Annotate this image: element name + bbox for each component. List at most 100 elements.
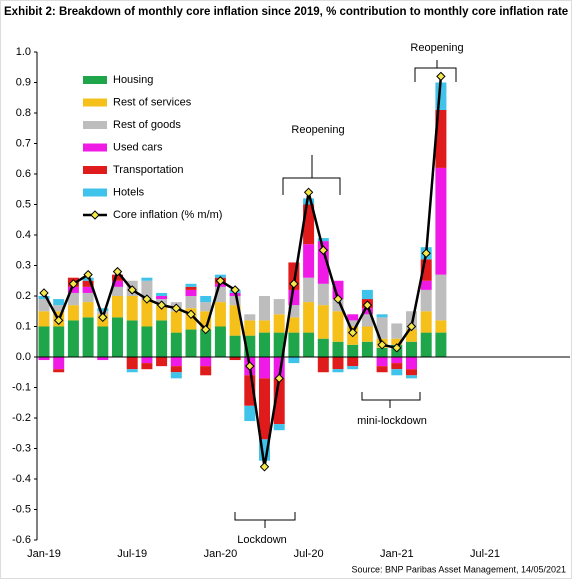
bar-segment <box>435 167 447 275</box>
bar-segment <box>170 332 182 357</box>
y-tick-label: 0.2 <box>16 290 31 302</box>
annotation: Reopening <box>410 42 463 54</box>
bar-segment <box>126 320 138 357</box>
bar-segment <box>170 372 182 379</box>
bar-segment <box>406 329 417 342</box>
bar-segment <box>435 274 447 321</box>
legend-label: Used cars <box>113 141 163 153</box>
bar-segment <box>229 357 241 361</box>
bar-segment <box>332 369 344 373</box>
x-tick-label: Jan-21 <box>380 548 414 560</box>
bar-segment <box>156 305 168 321</box>
y-tick-label: 0.1 <box>16 320 31 332</box>
bar-segment <box>67 305 79 321</box>
y-tick-label: 0.0 <box>16 351 31 363</box>
bar-segment <box>303 204 315 245</box>
core-marker <box>142 294 152 304</box>
y-tick-label: -0.2 <box>12 412 31 424</box>
bar-segment <box>347 314 359 321</box>
bar-segment <box>303 332 315 357</box>
y-tick-label: 0.3 <box>16 259 31 271</box>
bar-segment <box>406 369 417 376</box>
y-tick-label: 0.7 <box>16 137 31 149</box>
core-marker <box>259 462 270 472</box>
bar-segment <box>156 296 168 300</box>
bar-segment <box>214 302 226 327</box>
legend-label: Transportation <box>113 164 184 176</box>
core-marker <box>230 285 240 295</box>
bar-segment <box>347 366 359 370</box>
core-marker <box>98 312 108 323</box>
bar-segment <box>420 332 432 357</box>
bar-segment <box>435 109 447 168</box>
core-marker <box>303 187 314 198</box>
bar-segment <box>170 366 182 373</box>
bar-segment <box>317 238 329 242</box>
bar-segment <box>332 311 344 342</box>
bar-segment <box>141 299 153 327</box>
bar-segment <box>214 286 226 303</box>
bar-segment <box>376 366 388 373</box>
core-marker <box>274 373 284 384</box>
bar-segment <box>53 299 65 306</box>
bar-segment <box>317 283 329 306</box>
core-marker <box>347 327 358 338</box>
core-marker <box>68 279 79 289</box>
bar-segment <box>229 305 241 336</box>
core-marker <box>171 303 182 313</box>
bar-segment <box>361 314 373 327</box>
legend-label: Rest of goods <box>113 119 181 131</box>
bar-segment <box>273 424 285 431</box>
y-tick-label: -0.1 <box>12 381 31 393</box>
y-tick-label: 0.8 <box>16 107 31 119</box>
bar-segment <box>391 338 403 345</box>
bar-segment <box>391 369 403 376</box>
bar-segment <box>97 326 109 357</box>
legend-label: Housing <box>113 74 153 86</box>
bar-segment <box>376 347 388 357</box>
bar-segment <box>200 357 212 367</box>
bar-segment <box>273 378 285 425</box>
bar-segment <box>259 357 270 379</box>
bar-segment <box>303 198 315 205</box>
bar-segment <box>317 338 329 357</box>
bar-segment <box>273 299 285 315</box>
bar-segment <box>435 332 447 357</box>
bar-segment <box>420 289 432 312</box>
bar-segment <box>406 341 417 357</box>
bar-segment <box>259 332 270 357</box>
legend-swatch <box>83 98 107 107</box>
bar-segment <box>82 317 94 357</box>
bar-segment <box>391 363 403 370</box>
core-marker <box>127 285 137 295</box>
bar-segment <box>288 317 300 333</box>
annotation: mini-lockdown <box>357 415 427 427</box>
y-tick-label: 0.4 <box>16 229 31 241</box>
bar-segment <box>185 283 197 287</box>
bar-segment <box>259 296 270 321</box>
y-tick-label: 0.9 <box>16 76 31 88</box>
y-tick-label: -0.4 <box>12 473 31 485</box>
bar-segment <box>82 286 94 293</box>
legend-swatch <box>83 76 107 84</box>
core-marker <box>112 266 123 277</box>
bar-segment <box>317 357 329 373</box>
chart-title: Exhibit 2: Breakdown of monthly core inf… <box>4 6 568 18</box>
bar-segment <box>435 320 447 333</box>
legend-label: Rest of services <box>113 96 192 108</box>
bar-segment <box>273 357 285 379</box>
bar-segment <box>112 286 123 296</box>
bar-segment <box>361 289 373 300</box>
bar-segment <box>435 82 447 110</box>
bar-segment <box>288 305 300 318</box>
bar-segment <box>126 369 138 373</box>
core-marker <box>362 300 373 310</box>
bar-segment <box>288 357 300 364</box>
bar-segment <box>214 326 226 357</box>
bar-segment <box>273 314 285 333</box>
legend-swatch <box>83 143 107 152</box>
core-marker <box>377 340 387 350</box>
core-marker <box>436 71 446 82</box>
bar-segment <box>406 375 417 379</box>
core-marker <box>318 245 329 255</box>
